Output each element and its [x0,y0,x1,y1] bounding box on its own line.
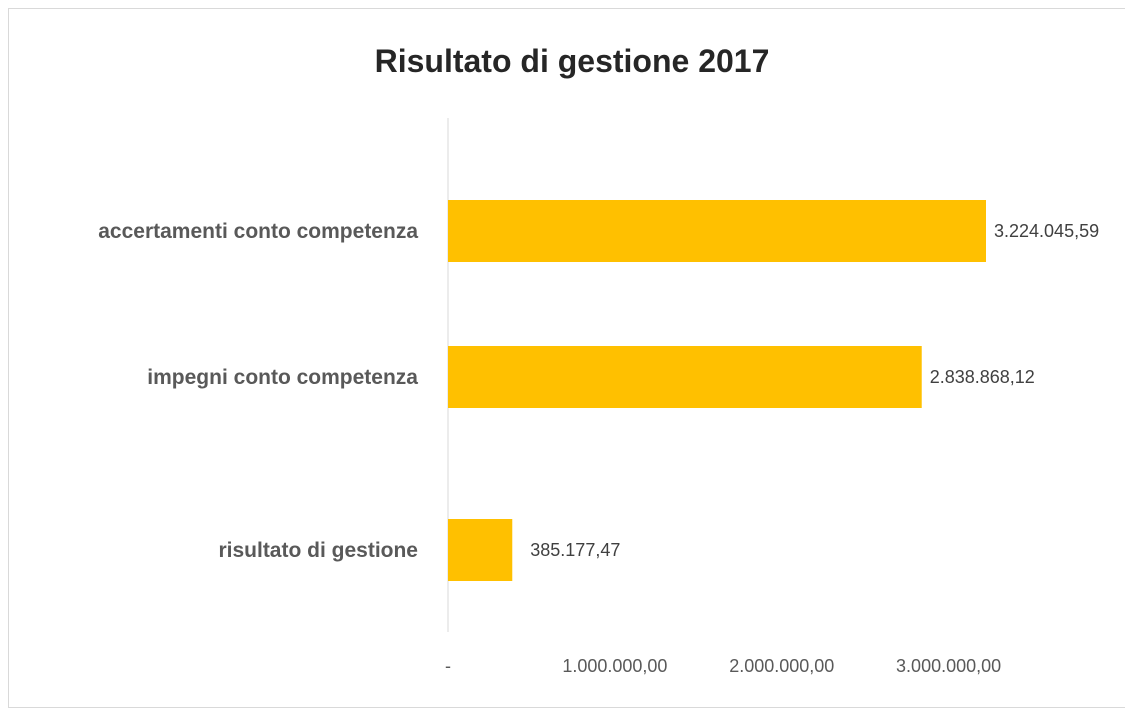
bar [448,519,513,581]
x-tick-label: 3.000.000,00 [896,656,1001,676]
category-label: impegni conto competenza [147,366,418,389]
bar [448,200,986,262]
data-label: 2.838.868,12 [930,367,1035,387]
x-tick-label: - [445,656,451,676]
bar [448,346,922,408]
labels-layer: accertamenti conto competenza 3.224.045,5… [98,220,1099,562]
category-label: accertamenti conto competenza [98,220,418,243]
data-label: 385.177,47 [530,540,620,560]
bars-layer [448,200,986,581]
x-tick-label: 1.000.000,00 [562,656,667,676]
chart-title: Risultato di gestione 2017 [375,43,770,79]
category-label: risultato di gestione [218,539,418,562]
x-tick-label: 2.000.000,00 [729,656,834,676]
data-label: 3.224.045,59 [994,221,1099,241]
x-ticks: - 1.000.000,00 2.000.000,00 3.000.000,00 [445,656,1001,676]
